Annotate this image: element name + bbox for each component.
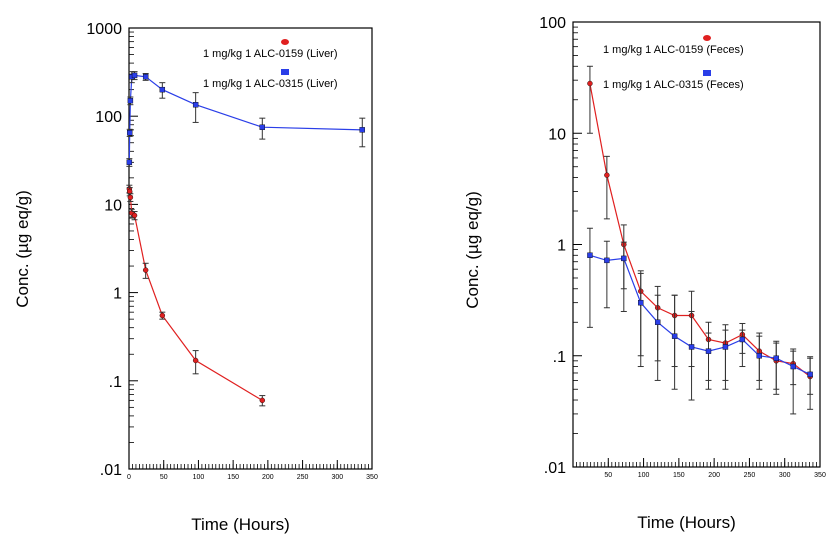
y-axis-label: Conc. (µg eq/g) — [463, 191, 482, 309]
data-point — [192, 102, 199, 108]
legend-label: 1 mg/kg 1 ALC-0159 (Liver) — [203, 48, 338, 60]
x-tick-label: 350 — [814, 472, 826, 479]
data-point — [587, 252, 593, 258]
legend-marker — [281, 69, 289, 75]
y-tick-label: .1 — [109, 374, 122, 391]
data-point — [126, 130, 133, 136]
data-point — [705, 348, 712, 354]
legend-label: 1 mg/kg 1 ALC-0315 (Feces) — [603, 79, 744, 91]
liver-chart: .01 .1 1 10 100 1000 0 50 100 150 200 250 300 350 Time… — [13, 21, 378, 534]
data-point — [159, 86, 166, 93]
data-point — [756, 353, 763, 359]
y-axis-label: Conc. (µg eq/g) — [13, 190, 32, 308]
data-point — [739, 336, 746, 343]
legend-marker — [281, 39, 289, 45]
legend-marker — [703, 70, 711, 76]
x-tick-label: 150 — [227, 474, 239, 481]
x-tick-label: 300 — [331, 474, 343, 481]
data-point — [807, 371, 813, 378]
x-tick-label: 100 — [638, 472, 650, 479]
series-line — [128, 74, 363, 163]
data-point — [722, 344, 729, 350]
feces-chart: .01 .1 1 10 100 50 100 150 200 250 300 350 Time (Hou… — [463, 15, 826, 532]
x-axis-label: Time (Hours) — [191, 515, 290, 534]
x-tick-label: 100 — [193, 474, 205, 481]
data-point — [192, 357, 199, 364]
legend-label: 1 mg/kg 1 ALC-0159 (Feces) — [603, 44, 744, 56]
x-tick-label: 50 — [160, 474, 168, 481]
x-tick-label: 250 — [297, 474, 309, 481]
data-point — [359, 127, 365, 133]
y-tick-label: 1 — [113, 286, 122, 303]
y-tick-label: .01 — [544, 460, 566, 477]
data-point — [790, 363, 796, 370]
data-point — [259, 124, 266, 130]
y-tick-label: 100 — [95, 109, 122, 126]
data-point — [773, 355, 779, 361]
data-point — [127, 194, 134, 201]
data-point — [127, 97, 134, 104]
x-axis-label: Time (Hours) — [637, 513, 736, 532]
x-tick-label: 250 — [744, 472, 756, 479]
data-point — [638, 299, 644, 306]
x-tick-label: 150 — [673, 472, 685, 479]
data-point — [587, 80, 593, 87]
data-point — [142, 267, 149, 273]
legend-label: 1 mg/kg 1 ALC-0315 (Liver) — [203, 78, 338, 90]
y-tick-label: .01 — [100, 462, 122, 479]
data-point — [142, 74, 149, 80]
data-point — [654, 319, 661, 325]
data-point — [126, 188, 133, 195]
y-tick-label: 10 — [548, 126, 566, 143]
data-point — [621, 255, 627, 262]
data-point — [688, 344, 695, 350]
data-point — [159, 312, 166, 319]
data-point — [259, 397, 266, 404]
series-line — [589, 83, 811, 378]
y-tick-label: 1000 — [86, 21, 122, 38]
data-point — [126, 159, 133, 166]
data-point — [671, 333, 678, 339]
x-tick-label: 350 — [366, 474, 378, 481]
legend-marker — [703, 35, 711, 41]
x-tick-label: 50 — [604, 472, 612, 479]
x-tick-label: 300 — [779, 472, 791, 479]
y-tick-label: .1 — [553, 349, 566, 366]
data-point — [131, 72, 138, 79]
data-point — [604, 257, 610, 264]
plot-frame — [128, 27, 373, 470]
data-point — [604, 172, 610, 178]
y-tick-label: 10 — [104, 197, 122, 214]
x-tick-label: 200 — [262, 474, 274, 481]
x-tick-label: 0 — [127, 474, 131, 481]
series-line — [589, 254, 811, 375]
x-tick-label: 200 — [708, 472, 720, 479]
y-tick-label: 100 — [539, 15, 566, 32]
data-point — [131, 212, 138, 219]
y-tick-label: 1 — [557, 238, 566, 255]
